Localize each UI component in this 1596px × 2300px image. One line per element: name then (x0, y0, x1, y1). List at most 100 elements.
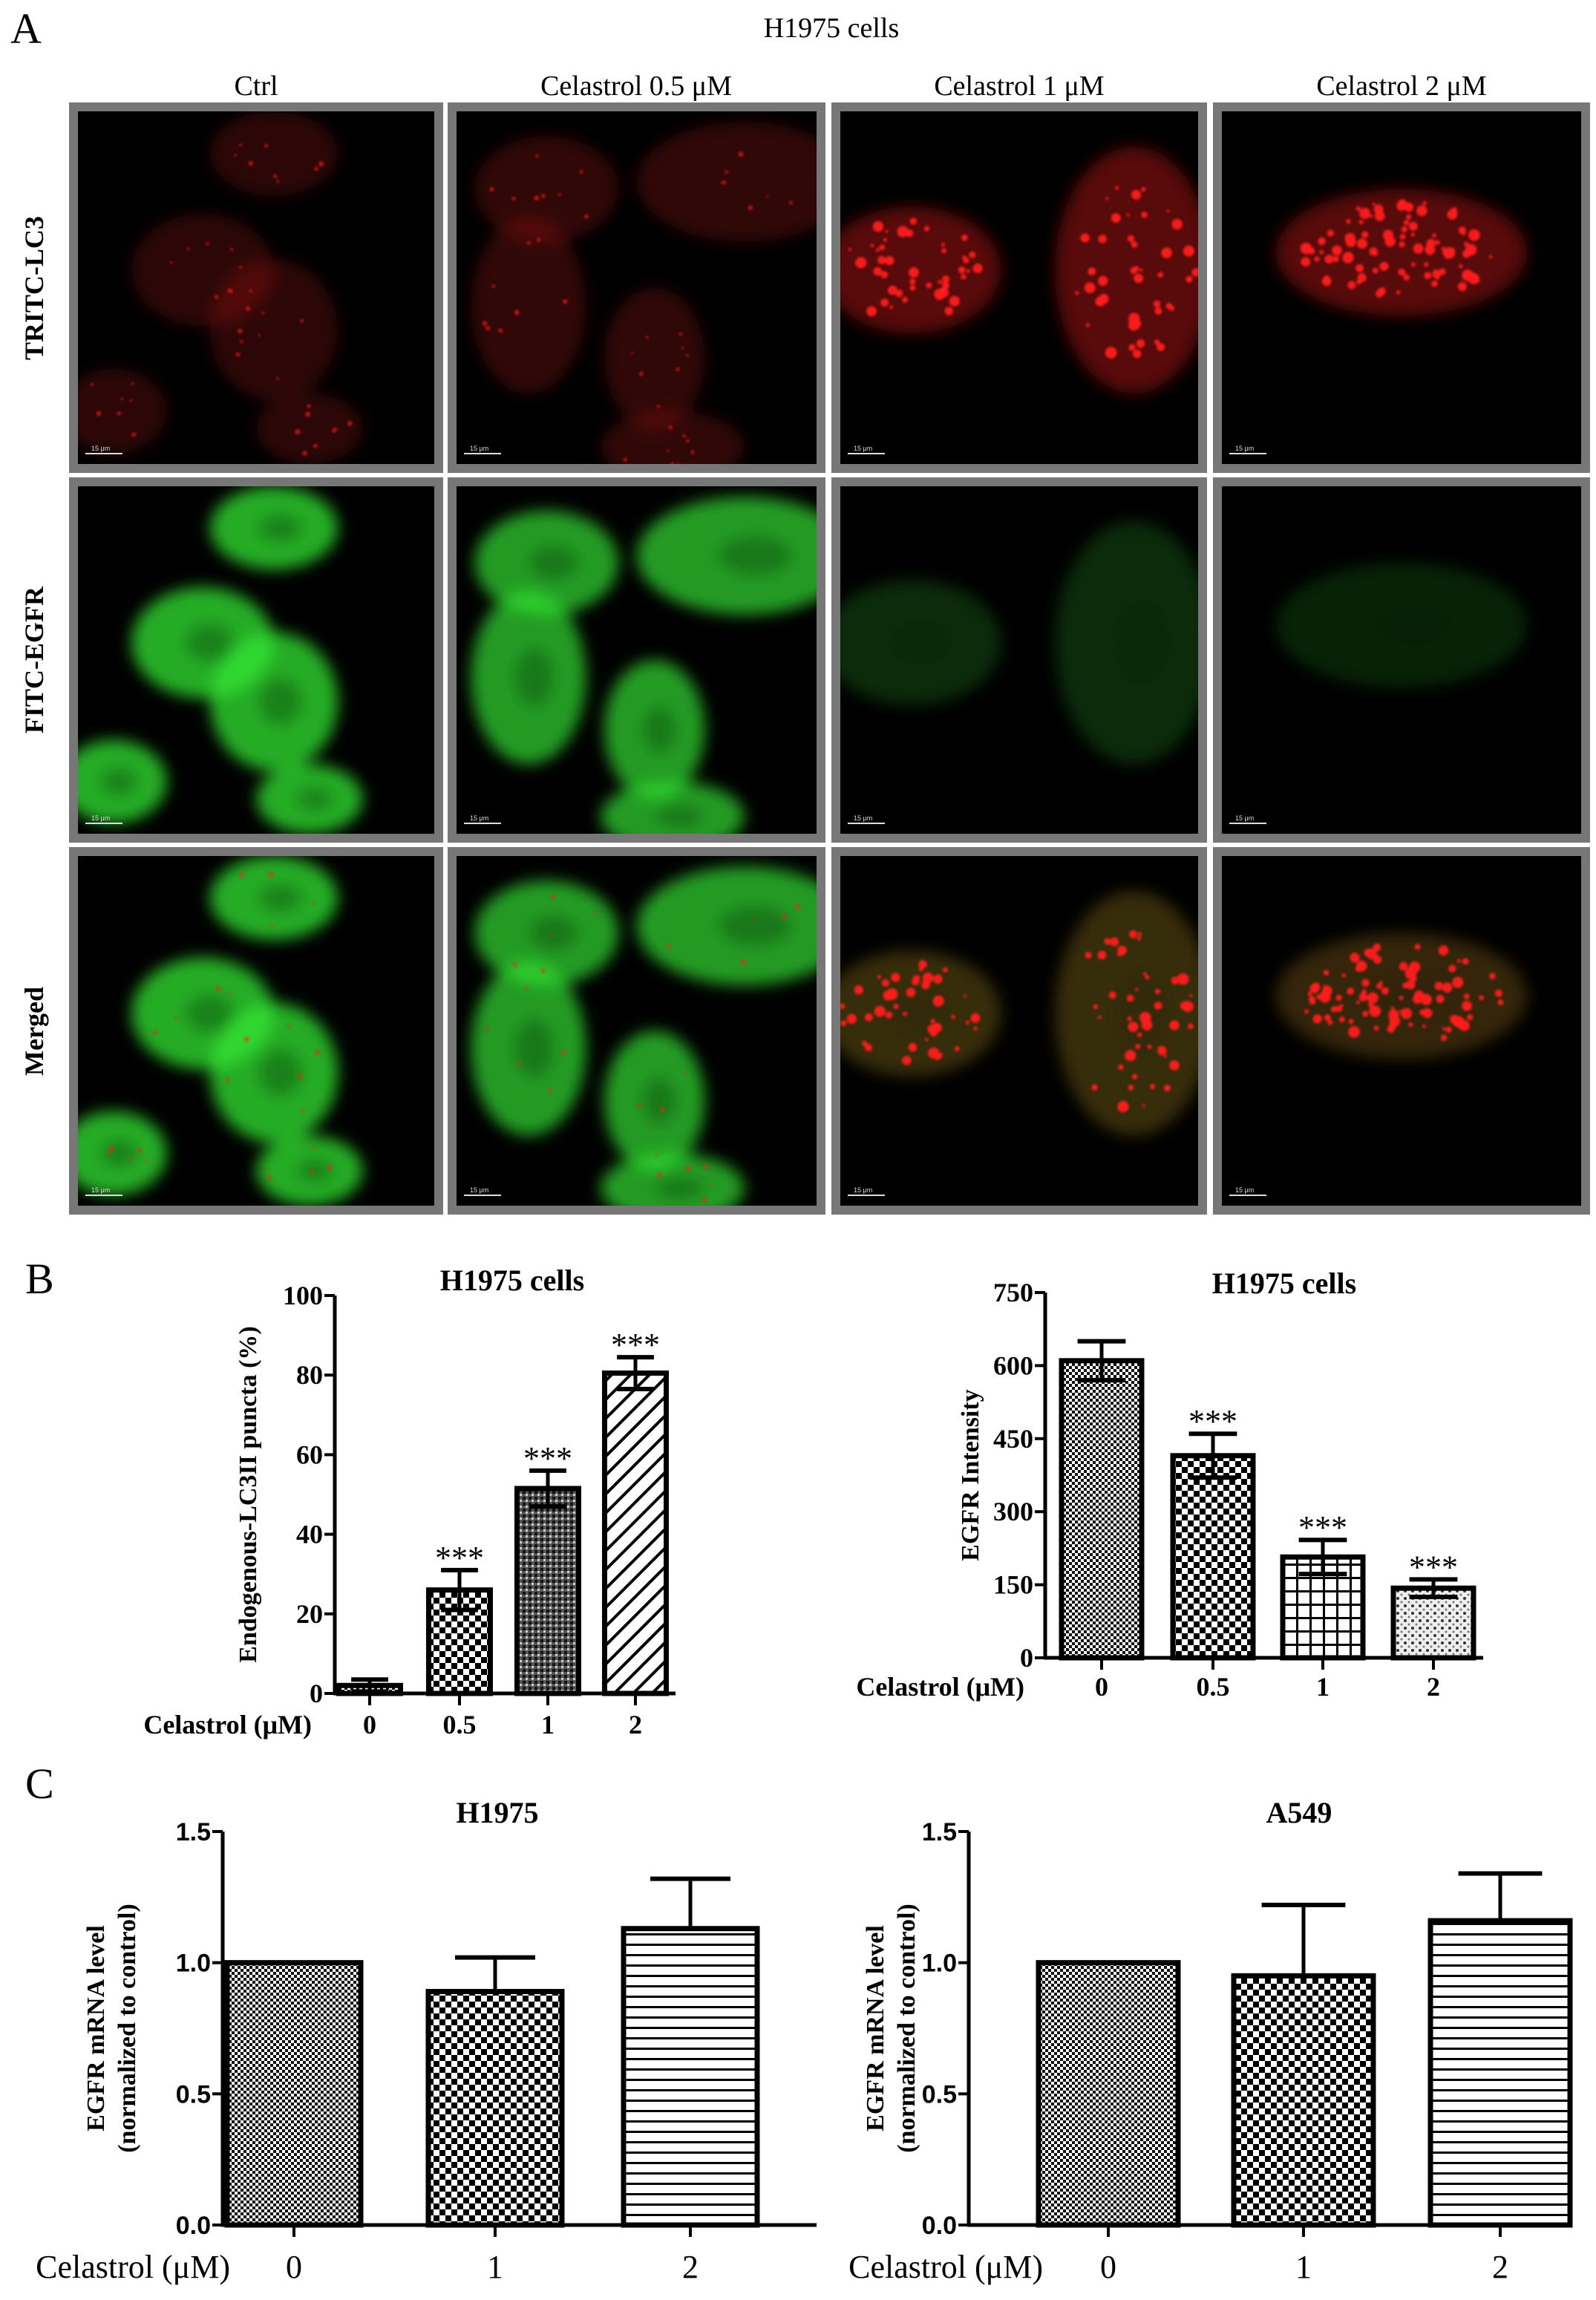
micrograph-fitc-egfr-celastrol-0-5: 15 μm (448, 477, 825, 843)
lc3-puncta (848, 186, 1198, 359)
bar-1 (425, 1989, 565, 2228)
y-axis-label: EGFR mRNA level (82, 1925, 110, 2131)
y-tick-label: 1.5 (922, 1818, 957, 1846)
micrograph-tritc-lc3-celastrol-2: 15 μm (1213, 102, 1590, 473)
cell-bodies (840, 146, 1198, 393)
y-axis-label-line-2: (normalized to control) (114, 1904, 141, 2153)
panel-a-label: A (10, 4, 42, 53)
x-axis-label: Celastrol (μM) (36, 2249, 230, 2285)
error-bar (1077, 1339, 1126, 1383)
x-tick-label: 1 (1316, 1672, 1330, 1702)
y-axis-label: Endogenous-LC3II puncta (%) (235, 1326, 262, 1662)
bar-0 (1059, 1358, 1145, 1661)
error-bar (650, 1876, 730, 1929)
y-tick-label: 100 (283, 1281, 323, 1310)
x-axis-label: Celastrol (μM) (143, 1710, 312, 1739)
micrograph-merged-celastrol-0-5: 15 μm (448, 847, 825, 1215)
chart-title: H1975 cells (1212, 1267, 1356, 1300)
cell-bodies (78, 856, 363, 1206)
bar-1 (514, 1486, 581, 1696)
error-bar (1261, 1902, 1346, 1976)
micrograph-merged-ctrl: 15 μm (69, 847, 443, 1215)
y-tick-label: 150 (993, 1570, 1033, 1600)
y-tick-label: 40 (296, 1520, 323, 1549)
row-label-merged: Merged (19, 987, 49, 1076)
x-tick-label: 0 (1095, 1672, 1108, 1702)
x-tick-label: 2 (682, 2249, 699, 2285)
panel-b-label: B (25, 1255, 54, 1303)
cell-bodies (471, 497, 817, 834)
x-tick-label: 0 (286, 2249, 302, 2285)
x-tick-label: 0 (363, 1710, 376, 1739)
cell-bodies (840, 891, 1198, 1136)
y-tick-label: 450 (993, 1424, 1033, 1454)
significance-marker: *** (435, 1540, 484, 1576)
y-tick-label: 1.5 (176, 1818, 211, 1846)
micrograph-fitc-egfr-celastrol-2: 15 μm (1213, 477, 1590, 843)
chart-1: H1975 cells Endogenous-LC3II puncta (%) Ce… (143, 1264, 676, 1739)
x-tick-label: 0 (1100, 2249, 1116, 2285)
x-tick-label: 1 (541, 1710, 555, 1739)
error-bar (1298, 1538, 1347, 1577)
significance-marker: *** (1188, 1403, 1237, 1440)
y-tick-label: 300 (993, 1497, 1033, 1526)
lc3-puncta (107, 871, 333, 1180)
y-tick-label: 0.0 (922, 2212, 957, 2240)
bar-2 (621, 1926, 760, 2228)
panel-a-title: H1975 cells (764, 13, 900, 44)
chart-title: A549 (1266, 1796, 1332, 1829)
column-header-celastrol-0-5: Celastrol 0.5 μM (540, 71, 732, 102)
column-header-celastrol-2: Celastrol 2 μM (1316, 71, 1486, 102)
y-axis-label-line-2: (normalized to control) (893, 1904, 920, 2153)
cell-bodies (78, 111, 363, 464)
y-tick-label: 750 (993, 1278, 1033, 1307)
y-tick-label: 0.5 (176, 2080, 211, 2108)
y-tick-label: 0.5 (922, 2080, 957, 2108)
cell-bodies (471, 866, 817, 1206)
row-label-fitc-egfr: FITC-EGFR (19, 586, 49, 734)
scale-bar-label: 15 μm (91, 1186, 110, 1194)
y-tick-label: 0 (1020, 1643, 1033, 1673)
scale-bar-label: 15 μm (1235, 1186, 1254, 1194)
x-tick-label: 2 (1427, 1672, 1440, 1702)
bar-0 (1036, 1960, 1181, 2228)
bar-2 (1390, 1585, 1476, 1661)
x-axis-label: Celastrol (μM) (848, 2249, 1043, 2285)
cell-bodies (78, 486, 363, 834)
scale-bar-label: 15 μm (1235, 445, 1254, 452)
y-axis-label: EGFR Intensity (957, 1389, 984, 1561)
scale-bar-label: 15 μm (854, 1186, 872, 1194)
lc3-puncta (1300, 199, 1493, 298)
micrograph-fitc-egfr-ctrl: 15 μm (69, 477, 443, 843)
y-tick-label: 20 (296, 1599, 323, 1629)
chart-3: H1975 EGFR mRNA level (normalized to contr… (36, 1796, 817, 2285)
error-bar (617, 1355, 654, 1391)
error-bar (529, 1468, 566, 1509)
scale-bar-label: 15 μm (854, 445, 872, 452)
column-header-celastrol-1: Celastrol 1 μM (934, 71, 1104, 102)
y-tick-label: 1.0 (922, 1950, 957, 1978)
micrograph-tritc-lc3-celastrol-0-5: 15 μm (448, 102, 825, 473)
x-tick-label: 1 (1295, 2249, 1312, 2285)
scale-bar-label: 15 μm (91, 445, 110, 452)
scale-bar-label: 15 μm (470, 445, 488, 452)
chart-title: H1975 cells (440, 1264, 584, 1297)
bar-0 (224, 1960, 364, 2228)
micrograph-tritc-lc3-ctrl: 15 μm (69, 102, 443, 473)
bar-2 (602, 1370, 669, 1696)
column-header-ctrl: Ctrl (234, 71, 278, 102)
lc3-puncta (485, 894, 800, 1203)
bar-0.5 (1170, 1453, 1256, 1661)
x-axis-label: Celastrol (μM) (856, 1672, 1024, 1702)
significance-marker: *** (611, 1327, 660, 1363)
x-tick-label: 0.5 (443, 1710, 477, 1739)
significance-marker: *** (523, 1440, 572, 1477)
error-bar (1188, 1431, 1237, 1480)
scale-bar-label: 15 μm (470, 814, 488, 822)
panel-c-label: C (25, 1760, 54, 1808)
bar-1 (1231, 1973, 1376, 2228)
y-tick-label: 80 (296, 1360, 323, 1390)
row-label-tritc-lc3: TRITC-LC3 (19, 216, 49, 360)
